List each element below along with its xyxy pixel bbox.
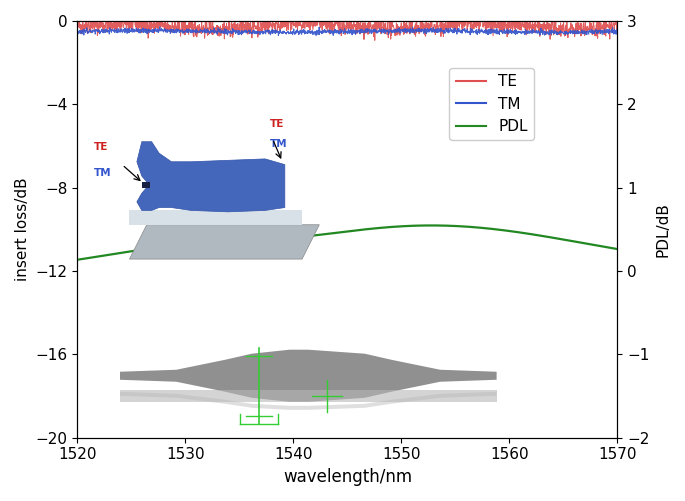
Text: TE: TE	[270, 119, 284, 129]
Polygon shape	[120, 390, 497, 402]
X-axis label: wavelength/nm: wavelength/nm	[283, 468, 412, 486]
Polygon shape	[137, 142, 285, 212]
Text: TE: TE	[94, 142, 108, 152]
Polygon shape	[129, 210, 319, 225]
Text: TM: TM	[94, 168, 112, 178]
Y-axis label: PDL/dB: PDL/dB	[655, 202, 670, 257]
Polygon shape	[120, 392, 497, 410]
Y-axis label: insert loss/dB: insert loss/dB	[15, 177, 30, 281]
Polygon shape	[129, 225, 319, 259]
Text: TM: TM	[270, 139, 288, 149]
Legend: TE, TM, PDL: TE, TM, PDL	[449, 68, 534, 140]
Polygon shape	[142, 182, 151, 187]
Polygon shape	[120, 350, 497, 402]
